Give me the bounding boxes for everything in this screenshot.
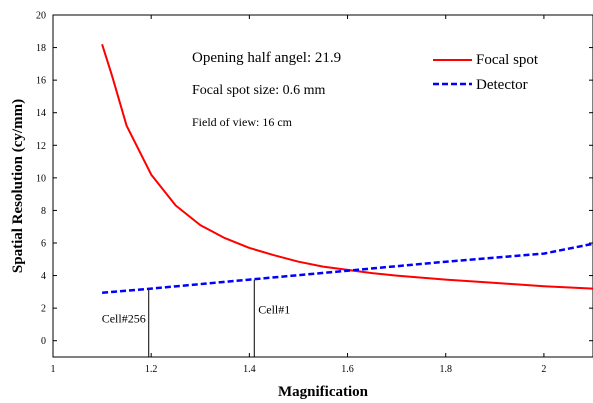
y-axis-title: Spatial Resolution (cy/mm) (10, 99, 26, 273)
y-tick-label: 10 (36, 173, 46, 184)
series-line-detector (101, 242, 593, 294)
marker-label: Cell#256 (102, 312, 146, 326)
legend-label-focal-spot: Focal spot (476, 52, 539, 68)
x-tick-label: 1.2 (145, 364, 158, 375)
annotation-focal-spot-size: Focal spot size: 0.6 mm (192, 83, 325, 98)
x-tick-label: 2 (541, 364, 546, 375)
plot-area (52, 14, 593, 358)
series-line-focal-spot (101, 43, 593, 290)
y-tick-label: 6 (41, 239, 46, 250)
annotation-field-of-view: Field of view: 16 cm (192, 115, 293, 129)
x-tick-label: 1.4 (243, 364, 256, 375)
x-tick-label: 1.6 (341, 364, 354, 375)
annotation-opening-angle: Opening half angel: 21.9 (192, 50, 341, 66)
y-tick-label: 12 (36, 141, 46, 152)
marker-label: Cell#1 (258, 303, 290, 317)
x-tick-label: 1 (51, 364, 56, 375)
legend: Focal spot Detector (433, 52, 539, 93)
x-axis-title: Magnification (278, 384, 369, 400)
y-tick-label: 0 (41, 336, 46, 347)
x-tick-label: 1.8 (439, 364, 452, 375)
y-tick-label: 18 (36, 43, 46, 54)
y-tick-label: 14 (36, 108, 46, 119)
y-tick-label: 20 (36, 11, 46, 22)
legend-label-detector: Detector (476, 77, 528, 93)
y-tick-label: 16 (36, 76, 46, 87)
series-layer (101, 43, 593, 294)
y-tick-label: 8 (41, 206, 46, 217)
y-tick-label: 4 (41, 271, 46, 282)
markers-layer: Cell#256 Cell#1 (102, 279, 290, 357)
y-tick-label: 2 (41, 304, 46, 315)
